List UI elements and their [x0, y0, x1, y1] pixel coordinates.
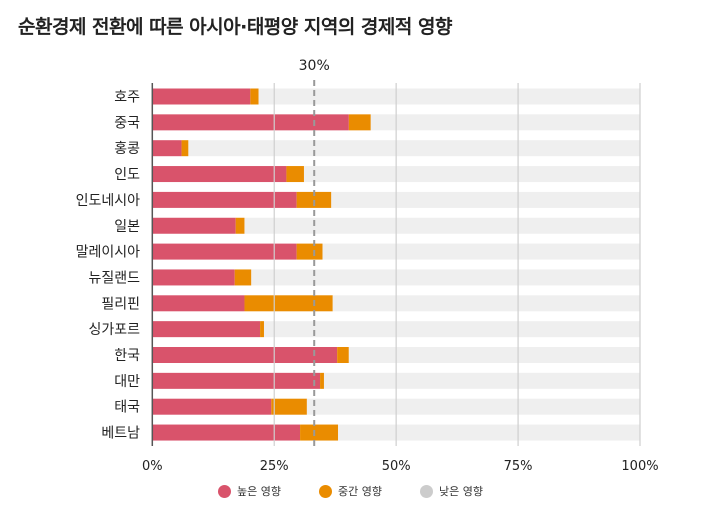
category-label: 홍콩: [114, 141, 140, 157]
x-tick-label: 0%: [142, 459, 163, 474]
category-label: 호주: [114, 90, 140, 106]
bar-높은 영향: [152, 398, 272, 415]
bar-중간 영향: [234, 269, 252, 286]
bar-높은 영향: [152, 424, 301, 441]
bar-낮은 영향: [263, 321, 640, 338]
bar-낮은 영향: [348, 347, 640, 363]
category-label: 싱가포르: [88, 322, 140, 338]
bar-높은 영향: [152, 269, 235, 286]
x-tick-label: 50%: [382, 459, 411, 474]
bar-낮은 영향: [331, 191, 640, 208]
x-tick-label: 25%: [260, 459, 289, 474]
bar-높은 영향: [152, 295, 245, 312]
bar-낮은 영향: [188, 140, 640, 157]
bar-중간 영향: [271, 398, 307, 415]
bar-높은 영향: [152, 191, 297, 208]
category-label: 태국: [114, 400, 140, 416]
bar-중간 영향: [320, 372, 324, 389]
category-label: 일본: [114, 219, 140, 235]
bar-중간 영향: [348, 114, 371, 131]
legend-item: 높은 영향: [218, 483, 281, 499]
bar-중간 영향: [181, 140, 189, 157]
legend-label: 낮은 영향: [438, 485, 483, 498]
bar-낮은 영향: [370, 114, 640, 131]
chart-title: 순환경제 전환에 따른 아시아·태평양 지역의 경제적 영향: [18, 16, 452, 38]
bar-높은 영향: [152, 321, 261, 338]
bar-중간 영향: [260, 321, 264, 338]
bar-중간 영향: [300, 424, 339, 441]
bar-낮은 영향: [306, 398, 640, 415]
category-label: 인도: [114, 167, 140, 183]
category-label: 뉴질랜드: [88, 270, 140, 286]
category-label: 베트남: [101, 426, 140, 442]
bar-낮은 영향: [303, 166, 640, 183]
bar-낮은 영향: [251, 269, 640, 286]
bar-높은 영향: [152, 217, 236, 234]
legend-swatch: [419, 484, 433, 498]
bar-낮은 영향: [258, 88, 640, 105]
bar-높은 영향: [152, 243, 297, 260]
category-label: 중국: [114, 115, 140, 131]
bar-높은 영향: [152, 166, 287, 183]
legend-swatch: [218, 484, 232, 498]
bar-높은 영향: [152, 114, 349, 131]
bar-중간 영향: [286, 166, 304, 183]
bar-높은 영향: [152, 347, 338, 363]
bar-중간 영향: [296, 191, 332, 208]
bar-중간 영향: [244, 295, 333, 312]
category-label: 인도네시아: [76, 193, 141, 209]
reference-line-label: 30%: [299, 58, 330, 74]
legend: 높은 영향 중간 영향 낮은 영향: [0, 483, 701, 499]
legend-item: 중간 영향: [319, 483, 382, 499]
bar-낮은 영향: [244, 217, 641, 234]
bar-낮은 영향: [322, 243, 640, 260]
x-tick-label: 100%: [621, 459, 658, 474]
bar-낮은 영향: [338, 424, 640, 441]
category-label: 필리핀: [101, 296, 140, 312]
category-label: 한국: [114, 348, 140, 364]
bar-중간 영향: [250, 88, 259, 105]
category-label: 대만: [114, 374, 140, 390]
bar-높은 영향: [152, 140, 182, 157]
bar-중간 영향: [296, 243, 323, 260]
bar-중간 영향: [235, 217, 245, 234]
bar-중간 영향: [337, 347, 349, 363]
bar-높은 영향: [152, 372, 321, 389]
stacked-bar-chart: 호주중국홍콩인도인도네시아일본말레이시아뉴질랜드필리핀싱가포르한국대만태국베트남…: [76, 58, 659, 474]
legend-item: 낮은 영향: [419, 483, 483, 499]
category-label: 말레이시아: [76, 245, 141, 261]
legend-label: 높은 영향: [237, 485, 281, 498]
bar-낮은 영향: [332, 295, 640, 312]
bar-낮은 영향: [323, 372, 640, 389]
x-tick-label: 75%: [504, 459, 533, 474]
bar-높은 영향: [152, 88, 251, 105]
legend-label: 중간 영향: [338, 485, 382, 498]
legend-swatch: [319, 484, 332, 498]
